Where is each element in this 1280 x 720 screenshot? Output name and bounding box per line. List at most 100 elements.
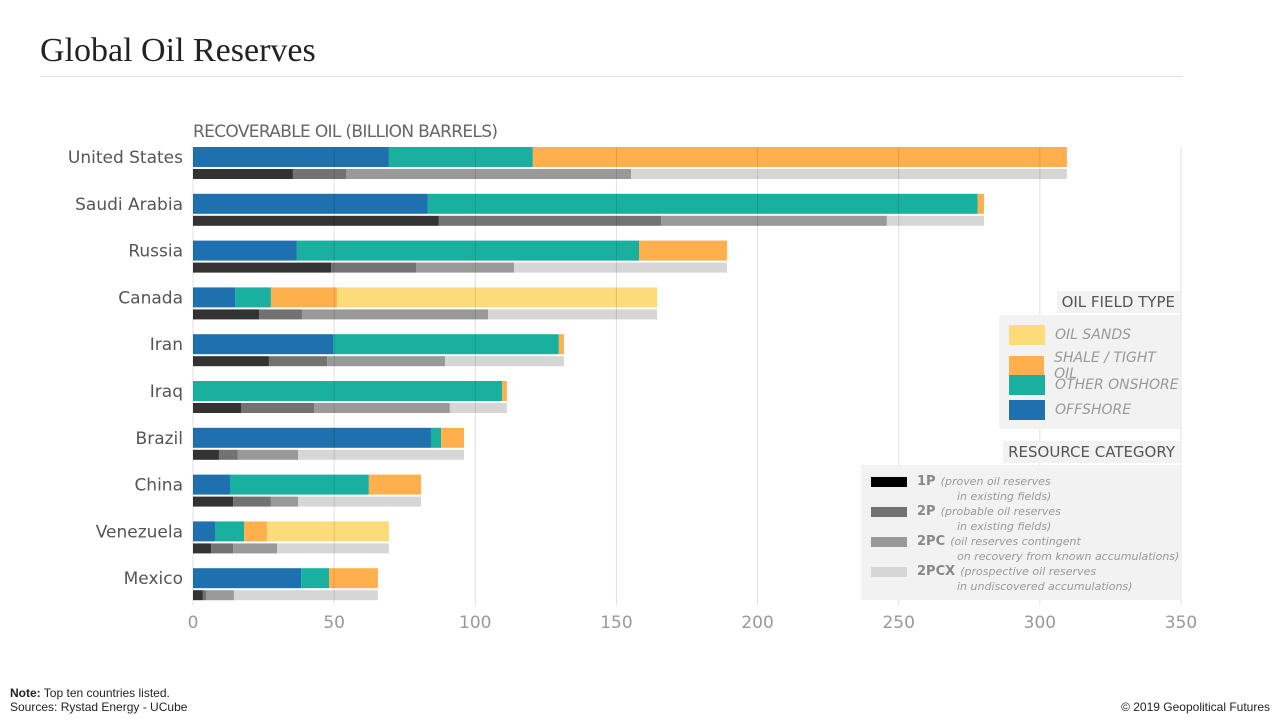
bar-1p bbox=[193, 309, 260, 320]
bar-other-onshore bbox=[388, 147, 533, 167]
bar-other-onshore bbox=[333, 334, 559, 355]
legend-desc: (proven oil reserves bbox=[940, 475, 1051, 488]
bar-2pc bbox=[661, 215, 887, 226]
category-label: Canada bbox=[118, 288, 183, 308]
bar-2pcx bbox=[513, 262, 728, 273]
bar-1p bbox=[193, 403, 241, 413]
legend-swatch bbox=[1009, 400, 1045, 420]
category-label: Brazil bbox=[136, 429, 183, 449]
bar-other-onshore bbox=[229, 474, 369, 495]
bar-2p bbox=[292, 169, 346, 179]
x-tick-label: 300 bbox=[1024, 613, 1056, 633]
title-divider bbox=[40, 76, 1182, 77]
bar-shale-tight-oil bbox=[270, 287, 337, 308]
bar-1p bbox=[193, 356, 269, 367]
bar-shale-tight-oil bbox=[532, 147, 1067, 167]
x-tick-label: 350 bbox=[1165, 613, 1197, 633]
note: Note: Top ten countries listed. bbox=[10, 686, 170, 700]
legend-swatch bbox=[1009, 325, 1045, 345]
legend-code: 2PC bbox=[917, 534, 946, 549]
legend-code: 2P bbox=[917, 504, 936, 519]
bar-2pcx bbox=[487, 309, 658, 320]
legend-desc: in undiscovered accumulations) bbox=[957, 580, 1133, 593]
legend-swatch bbox=[871, 507, 907, 517]
bar-other-onshore bbox=[301, 568, 330, 589]
chart-title: RECOVERABLE OIL (BILLION BARRELS) bbox=[193, 122, 498, 142]
bar-shale-tight-oil bbox=[329, 568, 378, 589]
legend-resource-title: RESOURCE CATEGORY bbox=[1003, 441, 1180, 463]
x-tick-label: 150 bbox=[600, 613, 632, 633]
bar-offshore bbox=[193, 147, 389, 167]
bar-offshore bbox=[193, 193, 428, 214]
bar-oil-sands bbox=[266, 521, 389, 542]
bar-2pc bbox=[270, 496, 299, 507]
bar-oil-sands bbox=[336, 287, 658, 308]
bar-2p bbox=[438, 215, 662, 226]
x-tick-label: 0 bbox=[188, 613, 199, 633]
legend-field-box: OIL SANDS SHALE / TIGHT OIL OTHER ONSHORE O… bbox=[999, 315, 1180, 429]
bar-offshore bbox=[193, 427, 431, 448]
bar-shale-tight-oil bbox=[639, 240, 728, 261]
bar-2pc bbox=[237, 449, 299, 460]
category-label: Venezuela bbox=[96, 522, 183, 542]
bar-shale-tight-oil bbox=[244, 521, 267, 542]
legend-desc: (prospective oil reserves bbox=[960, 565, 1097, 578]
bar-offshore bbox=[193, 334, 334, 355]
legend-item-shale-tight-oil: SHALE / TIGHT OIL bbox=[1009, 350, 1180, 382]
legend-swatch bbox=[871, 477, 907, 487]
legend-label: OIL SANDS bbox=[1055, 327, 1132, 343]
category-label: Iran bbox=[150, 335, 183, 355]
bar-1p bbox=[193, 590, 203, 601]
bar-shale-tight-oil bbox=[977, 193, 984, 214]
bar-2pcx bbox=[277, 543, 389, 554]
bar-2p bbox=[259, 309, 302, 320]
bar-shale-tight-oil bbox=[502, 381, 507, 401]
legend-label: OFFSHORE bbox=[1055, 402, 1132, 418]
legend-resource-box: 1P (proven oil reserves in existing field… bbox=[861, 465, 1180, 600]
bar-shale-tight-oil bbox=[368, 474, 422, 495]
bar-1p bbox=[193, 449, 219, 460]
legend-item-oil-sands: OIL SANDS bbox=[1009, 325, 1131, 345]
bar-2pcx bbox=[449, 403, 507, 413]
bar-offshore bbox=[193, 287, 236, 308]
copyright: © 2019 Geopolitical Futures bbox=[1121, 700, 1270, 714]
bar-offshore bbox=[193, 521, 216, 542]
bar-1p bbox=[193, 262, 332, 273]
note-label: Note: bbox=[10, 686, 41, 700]
legend-swatch bbox=[871, 537, 907, 547]
bar-1p bbox=[193, 543, 212, 554]
bar-2p bbox=[240, 403, 315, 413]
legend-field-title: OIL FIELD TYPE bbox=[1056, 291, 1180, 313]
bar-2p bbox=[268, 356, 328, 367]
bar-1p bbox=[193, 215, 439, 226]
category-label: Mexico bbox=[124, 569, 183, 589]
x-tick-label: 250 bbox=[882, 613, 914, 633]
note-text: Top ten countries listed. bbox=[43, 686, 170, 700]
x-tick-label: 50 bbox=[323, 613, 345, 633]
legend-swatch bbox=[871, 567, 907, 577]
bar-1p bbox=[193, 169, 293, 179]
bar-offshore bbox=[193, 568, 302, 589]
bar-2pc bbox=[233, 543, 278, 554]
bar-2p bbox=[218, 449, 238, 460]
legend-item-offshore: OFFSHORE bbox=[1009, 400, 1131, 420]
category-label: United States bbox=[68, 148, 183, 168]
bar-2pc bbox=[327, 356, 446, 367]
bar-shale-tight-oil bbox=[441, 427, 464, 448]
bar-1p bbox=[193, 496, 234, 507]
bar-2pcx bbox=[298, 496, 422, 507]
bar-2pc bbox=[345, 169, 632, 179]
bar-2p bbox=[211, 543, 234, 554]
bar-2pcx bbox=[445, 356, 564, 367]
legend-label: SHALE / TIGHT OIL bbox=[1054, 350, 1156, 382]
bar-2pcx bbox=[631, 169, 1067, 179]
bar-2p bbox=[233, 496, 271, 507]
bar-2pcx bbox=[233, 590, 378, 601]
bar-2p bbox=[331, 262, 417, 273]
bar-other-onshore bbox=[235, 287, 271, 308]
sources: Sources: Rystad Energy - UCube bbox=[10, 700, 188, 714]
legend-item-other-onshore: OTHER ONSHORE bbox=[1009, 375, 1179, 395]
bar-shale-tight-oil bbox=[558, 334, 564, 355]
category-label: Saudi Arabia bbox=[75, 195, 183, 215]
